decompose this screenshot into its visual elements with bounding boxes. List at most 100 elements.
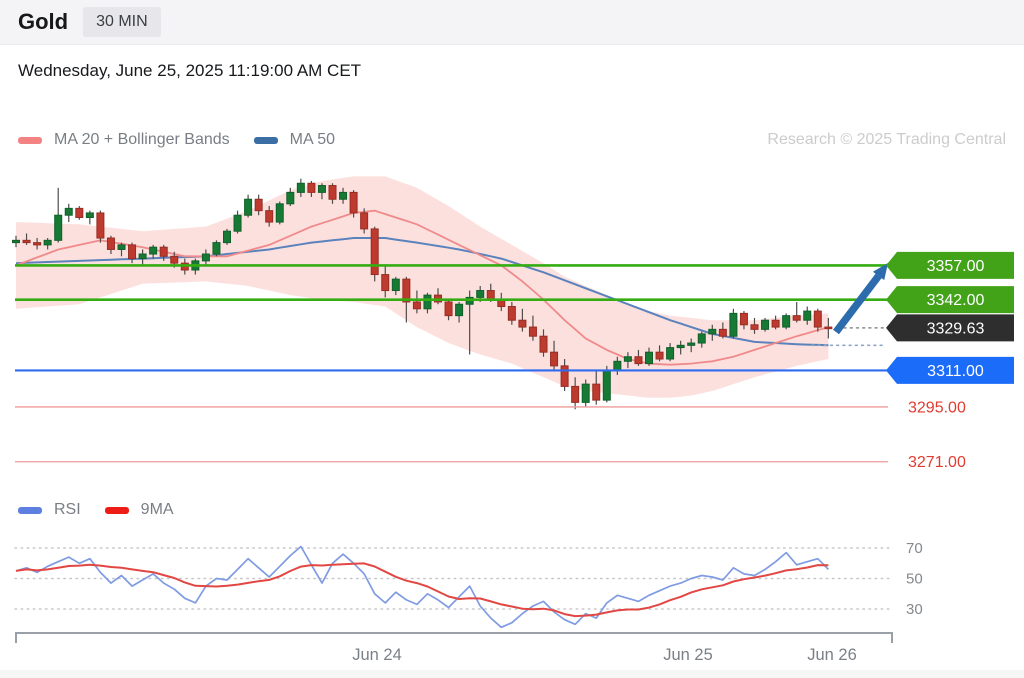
candle-body xyxy=(676,344,685,349)
resistance-tag-3357.00: 3357.00 xyxy=(886,251,1014,279)
candle-body xyxy=(645,351,653,365)
candle-body xyxy=(507,306,516,321)
candle-body xyxy=(550,351,559,367)
candle-body xyxy=(106,237,115,250)
candle-body xyxy=(729,312,738,337)
candle-body xyxy=(455,303,464,317)
candle-body xyxy=(349,191,358,214)
candle-body xyxy=(602,369,611,401)
last-price-tag-shape xyxy=(886,314,1014,342)
candle-body xyxy=(423,294,432,310)
header-bar: Gold 30 MIN xyxy=(0,0,1024,45)
resistance-tag-3357.00-shape xyxy=(886,251,1014,279)
red-level-label-3295.00: 3295.00 xyxy=(908,399,966,416)
candle-body xyxy=(381,274,390,292)
candle-body xyxy=(391,278,400,292)
resistance-tag-3342.00: 3342.00 xyxy=(886,286,1014,314)
candle-body xyxy=(697,333,706,344)
candle-body xyxy=(803,310,812,321)
candle-body xyxy=(244,198,253,216)
candle-body xyxy=(476,290,485,298)
candle-body xyxy=(782,315,791,328)
candle-body xyxy=(623,356,632,362)
candle-body xyxy=(444,301,453,317)
candle-body xyxy=(592,383,601,401)
candle-body xyxy=(317,185,326,193)
candle-body xyxy=(708,328,717,335)
ma50-label: MA 50 xyxy=(289,131,336,148)
legend-item-ma50: MA 50 xyxy=(253,131,336,149)
candle-body xyxy=(128,244,137,260)
rsi-gridline-label-50: 50 xyxy=(906,571,923,588)
candle-body xyxy=(138,253,147,260)
support-tag-3311.00-shape xyxy=(886,356,1014,384)
candle-body xyxy=(286,191,295,205)
ma20-bollinger-swatch xyxy=(18,136,42,144)
bottom-strip xyxy=(0,670,1024,678)
candle-body xyxy=(201,253,210,262)
legend-item-rsi: RSI xyxy=(18,501,81,519)
candle-body xyxy=(149,246,158,255)
price-legend: MA 20 + Bollinger Bands MA 50 Research ©… xyxy=(18,131,1006,149)
forecast-arrow-head xyxy=(872,263,888,281)
x-axis-label-Jun-26: Jun 26 xyxy=(807,646,857,664)
forecast-arrow-shaft xyxy=(833,273,882,335)
resistance-tag-3342.00-text: 3342.00 xyxy=(927,292,985,309)
rsi-9ma-line xyxy=(15,562,829,618)
candle-body xyxy=(212,242,221,255)
legend-item-ma20-bollinger: MA 20 + Bollinger Bands xyxy=(18,131,230,149)
timeframe-badge[interactable]: 30 MIN xyxy=(83,7,161,37)
candle-body xyxy=(402,278,411,303)
candle-body xyxy=(12,239,20,244)
candle-body xyxy=(170,255,179,264)
support-tag-3311.00: 3311.00 xyxy=(886,356,1014,384)
rsi-gridline-label-30: 30 xyxy=(906,601,923,618)
rsi-legend: RSI 9MA xyxy=(18,501,1006,519)
candle-body xyxy=(223,230,231,244)
candle-body xyxy=(761,319,770,330)
candle-body xyxy=(117,244,126,250)
forecast-arrow xyxy=(833,263,888,335)
candle-body xyxy=(254,198,263,212)
candle-body xyxy=(33,242,42,246)
candle-body xyxy=(655,351,664,360)
candle-body xyxy=(528,326,537,337)
support-tag-3311.00-text: 3311.00 xyxy=(927,363,984,380)
rsi-swatch xyxy=(18,506,42,514)
candle-body xyxy=(43,239,52,246)
candle-body xyxy=(634,356,643,365)
candle-body xyxy=(539,335,548,353)
candle-body xyxy=(486,290,495,301)
candle-body xyxy=(339,191,348,200)
resistance-tag-3357.00-text: 3357.00 xyxy=(927,258,985,275)
ma50-swatch xyxy=(253,136,278,144)
candle-body xyxy=(54,214,63,241)
candle-body xyxy=(771,319,780,328)
watermark: Research © 2025 Trading Central xyxy=(767,131,1006,148)
candle-body xyxy=(581,383,590,403)
candle-body xyxy=(750,324,759,330)
candle-body xyxy=(739,312,748,326)
candle-body xyxy=(370,228,379,276)
candle-body xyxy=(275,203,284,223)
candle-body xyxy=(666,347,675,360)
candle-body xyxy=(296,182,305,193)
x-axis-label-Jun-25: Jun 25 xyxy=(663,646,713,664)
candle-body xyxy=(22,239,31,244)
candle-body xyxy=(64,207,73,216)
red-level-label-3271.00: 3271.00 xyxy=(908,454,966,471)
candle-body xyxy=(85,212,94,219)
candle-body xyxy=(613,360,622,371)
candle-body xyxy=(328,185,337,200)
candle-body xyxy=(571,385,580,403)
candle-body xyxy=(813,310,822,328)
x-axis-label-Jun-24: Jun 24 xyxy=(352,646,402,664)
candle-body xyxy=(560,365,569,387)
candle-body xyxy=(96,212,105,239)
date-line: Wednesday, June 25, 2025 11:19:00 AM CET xyxy=(18,61,362,80)
candle-body xyxy=(718,328,727,337)
rsi-9ma-swatch xyxy=(104,506,129,514)
rsi-9ma-label: 9MA xyxy=(140,501,174,518)
candle-body xyxy=(824,326,833,330)
